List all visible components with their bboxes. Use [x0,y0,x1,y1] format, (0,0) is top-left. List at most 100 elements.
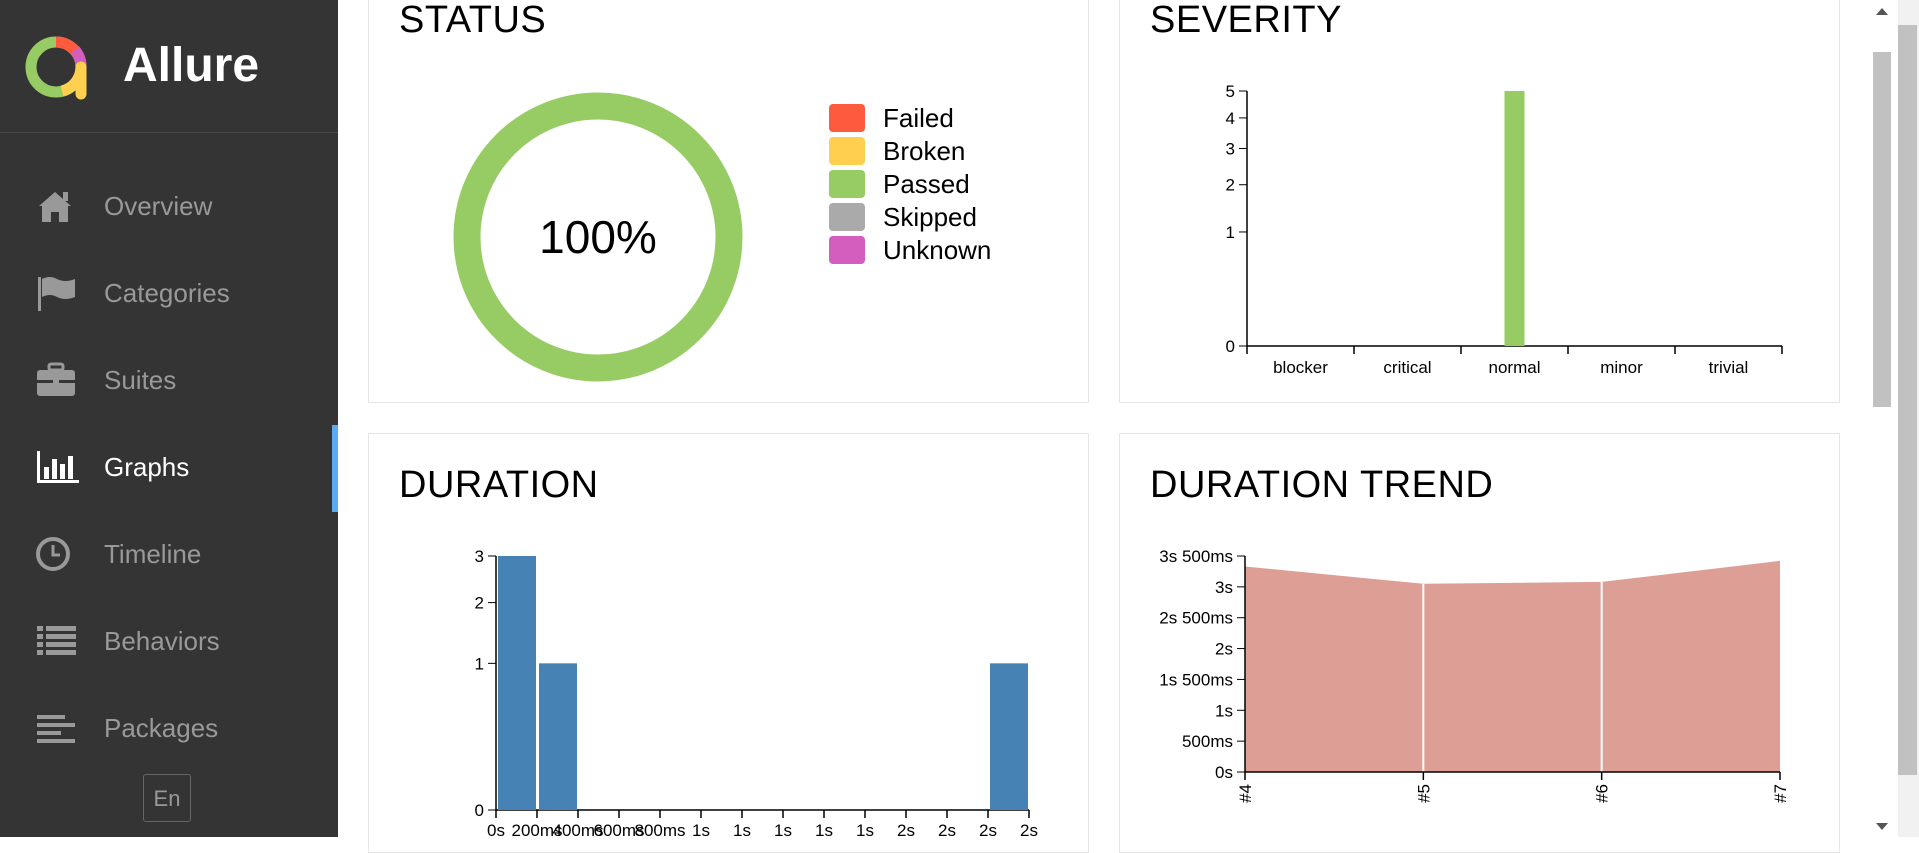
x-tick-label: 1s [815,821,833,838]
legend-swatch-broken[interactable] [829,137,865,165]
y-tick-label: 3s [1215,578,1233,597]
y-tick-label: 2s 500ms [1159,609,1233,628]
trend-area[interactable] [1245,560,1780,772]
sidebar-item-label: Packages [104,713,219,743]
card-title: STATUS [399,0,547,41]
y-tick-label: 3 [1226,139,1235,158]
y-tick-label: 0s [1215,763,1233,782]
y-tick-label: 1s [1215,701,1233,720]
y-tick-label: 1 [475,654,484,673]
x-tick-label: #7 [1771,784,1790,803]
y-tick-label: 0 [1226,337,1235,356]
sidebar-item-packages[interactable]: Packages [0,685,338,772]
scrollbar-thumb-outer[interactable] [1898,25,1917,775]
x-tick-label: 400ms [552,821,603,838]
sidebar-item-overview[interactable]: Overview [0,163,338,250]
x-tick-label: critical [1383,358,1431,377]
y-tick-label: 5 [1226,82,1235,101]
y-tick-label: 3 [475,547,484,566]
x-tick-label: blocker [1273,358,1328,377]
duration-trend-chart: 0s 500ms 1s 1s 500ms 2s 2s 500ms 3s 3s 500ms #4 #… [1159,547,1790,803]
duration-bar[interactable] [539,663,577,810]
align-left-icon [37,715,75,743]
donut-center-label: 100% [539,211,657,263]
sidebar-item-label: Graphs [104,452,190,482]
x-tick-label: 1s [774,821,792,838]
legend-swatch-failed[interactable] [829,104,865,132]
card-title: DURATION [399,464,599,506]
y-tick-label: 1 [1226,223,1235,242]
legend-label-passed: Passed [883,169,970,199]
y-tick-label: 4 [1226,109,1235,128]
x-tick-label: 800ms [634,821,685,838]
legend-label-broken: Broken [883,136,965,166]
active-indicator [332,425,338,512]
duration-bar[interactable] [498,556,536,810]
severity-bar-normal[interactable] [1504,91,1525,346]
card-title: DURATION TREND [1150,464,1494,506]
passed-arc[interactable] [453,92,743,382]
legend-label-failed: Failed [883,103,954,133]
y-tick-label: 1s 500ms [1159,670,1233,689]
clock-icon [36,537,70,571]
list-icon [37,626,76,655]
sidebar-item-graphs[interactable]: Graphs [0,424,338,511]
card-title: SEVERITY [1150,0,1342,41]
severity-card: SEVERITY 0 1 2 3 4 5 blocker critical normal mino… [1119,0,1840,403]
x-tick-label: trivial [1709,358,1749,377]
app-name: Allure [123,39,260,92]
bar-chart-icon [37,451,79,483]
sidebar: Allure Overview Categories Suites [0,0,338,837]
x-tick-label: 0s [487,821,505,838]
x-tick-label: 2s [897,821,915,838]
x-tick-label: 2s [1020,821,1038,838]
legend-swatch-passed[interactable] [829,170,865,198]
home-icon [39,192,71,222]
sidebar-item-label: Timeline [104,539,202,569]
allure-logo-icon [25,36,87,100]
legend-label-skipped: Skipped [883,202,977,232]
sidebar-item-label: Suites [104,365,177,395]
x-tick-label: 2s [979,821,997,838]
y-tick-label: 0 [475,801,484,820]
x-tick-label: minor [1600,358,1643,377]
flag-icon [38,277,75,311]
x-tick-label: #6 [1593,784,1612,803]
briefcase-icon [37,362,75,396]
x-tick-label: #5 [1414,784,1433,803]
x-tick-label: 1s [856,821,874,838]
x-tick-label: normal [1489,358,1541,377]
sidebar-item-timeline[interactable]: Timeline [0,511,338,598]
y-tick-label: 3s 500ms [1159,547,1233,566]
legend-swatch-skipped[interactable] [829,203,865,231]
language-button[interactable]: En [143,774,191,822]
scroll-up-icon[interactable] [1873,6,1891,18]
x-tick-label: 2s [938,821,956,838]
sidebar-item-categories[interactable]: Categories [0,250,338,337]
x-tick-label: 1s [692,821,710,838]
scroll-down-icon[interactable] [1873,820,1891,832]
sidebar-item-suites[interactable]: Suites [0,337,338,424]
sidebar-item-behaviors[interactable]: Behaviors [0,598,338,685]
x-tick-label: 1s [733,821,751,838]
sidebar-item-label: Overview [104,191,213,221]
x-tick-label: 600ms [593,821,644,838]
duration-card: DURATION 0 1 2 3 0s 200ms 400ms 600ms 800ms 1s 1s 1… [368,433,1089,853]
status-card: STATUS 100% Failed Broken Passed Skipped Unk… [368,0,1089,403]
y-tick-label: 2 [475,594,484,613]
sidebar-item-label: Behaviors [104,626,220,656]
legend-label-unknown: Unknown [883,235,991,265]
sidebar-item-label: Categories [104,278,230,308]
severity-chart: 0 1 2 3 4 5 blocker critical normal minor trivial [1226,82,1783,377]
y-tick-label: 2 [1226,176,1235,195]
y-tick-label: 500ms [1182,732,1233,751]
duration-bar[interactable] [990,663,1028,810]
x-tick-label: #4 [1236,784,1255,803]
legend-swatch-unknown[interactable] [829,236,865,264]
scrollbar-thumb[interactable] [1873,52,1891,407]
y-tick-label: 2s [1215,640,1233,659]
brand-header[interactable]: Allure [0,0,338,133]
